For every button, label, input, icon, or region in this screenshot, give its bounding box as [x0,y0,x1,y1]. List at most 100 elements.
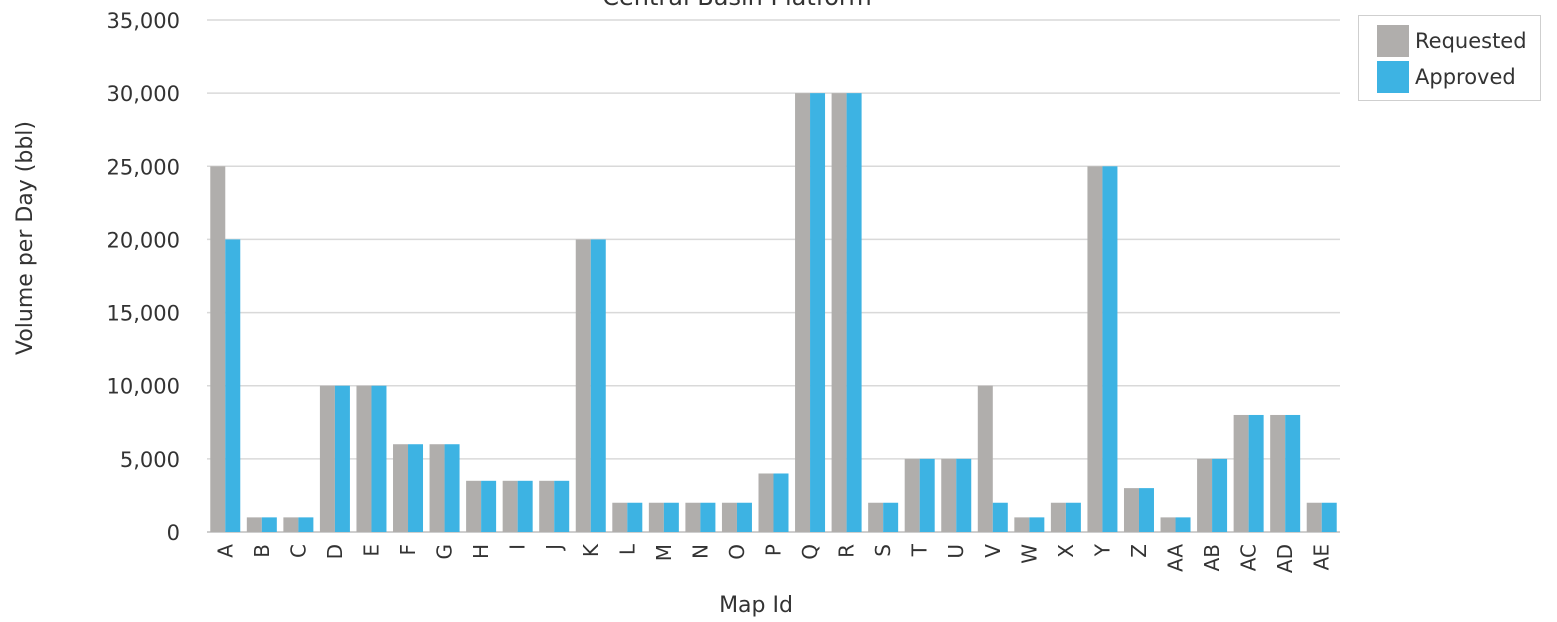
bar-approved-ab [1212,458,1228,532]
bar-approved-q [810,93,826,533]
bar-approved-p [773,473,789,532]
bar-requested-h [466,480,482,532]
bar-requested-m [648,502,664,532]
x-tick-label: G [433,544,457,560]
x-tick-label: W [1017,544,1041,564]
y-tick-label: 25,000 [107,155,180,179]
legend-item-approved: Approved [1377,59,1516,95]
x-tick-label: B [250,544,274,558]
legend-swatch-requested [1377,25,1409,57]
bar-approved-w [1029,517,1045,532]
bar-approved-n [700,502,716,532]
bar-approved-aa [1175,517,1191,532]
x-tick-label: F [396,544,420,556]
bar-requested-ab [1197,458,1213,532]
bar-requested-e [356,385,372,532]
bar-requested-s [868,502,884,532]
x-tick-label: AE [1310,544,1334,570]
bar-requested-k [575,239,591,532]
bar-approved-ad [1285,414,1301,532]
bar-approved-v [992,502,1008,532]
x-tick-label: U [944,544,968,559]
bar-requested-aa [1160,517,1176,532]
bar-approved-c [298,517,314,532]
y-tick-label: 0 [167,521,180,545]
x-tick-label: S [871,544,895,557]
bar-requested-ae [1306,502,1322,532]
bar-requested-y [1087,166,1103,533]
bar-approved-o [736,502,752,532]
bar-approved-e [371,385,387,532]
x-tick-label: Y [1090,543,1114,557]
legend-label-requested: Requested [1415,29,1527,53]
bar-requested-d [319,385,335,532]
bars [210,93,1337,533]
bar-approved-d [334,385,350,532]
legend: Requested Approved [1358,15,1541,101]
x-tick-label: C [286,544,310,558]
x-tick-label: D [323,544,347,559]
bar-approved-t [919,458,935,532]
y-tick-label: 35,000 [107,9,180,33]
bar-requested-w [1014,517,1030,532]
x-tick-label: AD [1273,544,1297,573]
y-tick-label: 30,000 [107,82,180,106]
bar-requested-f [393,444,409,532]
x-tick-label: A [213,544,237,558]
bar-approved-m [663,502,679,532]
x-tick-label: E [359,544,383,557]
y-axis-ticks: 0 5,000 10,000 15,000 20,000 25,000 30,000 35,0… [107,9,180,545]
x-tick-label: R [835,544,859,558]
bar-requested-l [612,502,628,532]
bar-requested-ac [1233,414,1249,532]
x-tick-label: T [908,543,932,557]
x-tick-label: N [688,544,712,559]
x-tick-label: I [506,544,530,550]
y-tick-label: 10,000 [107,375,180,399]
x-tick-label: H [469,544,493,559]
bar-approved-u [956,458,972,532]
bar-approved-z [1138,488,1154,532]
bar-requested-ad [1270,414,1286,532]
bar-approved-b [261,517,277,532]
bar-approved-ac [1248,414,1264,532]
x-tick-label: L [615,543,639,555]
chart-title: Central Basin Platform [602,0,871,11]
x-tick-label: Z [1127,544,1151,558]
x-tick-label: AA [1164,544,1188,572]
bar-requested-u [941,458,957,532]
bar-requested-a [210,166,226,533]
x-axis-label: Map Id [719,593,793,618]
y-tick-label: 5,000 [120,448,180,472]
bar-approved-l [627,502,643,532]
x-tick-label: AB [1200,544,1224,571]
bar-approved-k [590,239,606,532]
x-tick-label: X [1054,544,1078,558]
y-tick-label: 15,000 [107,302,180,326]
bar-requested-i [502,480,518,532]
bar-approved-a [225,239,241,532]
bar-requested-r [831,93,847,533]
bar-requested-t [904,458,920,532]
bar-requested-z [1123,488,1139,532]
x-tick-label: V [981,544,1005,558]
legend-label-approved: Approved [1415,65,1516,89]
x-tick-label: M [652,544,676,561]
x-axis-ticks: A B C D E F G H I J K L M N O P Q R S T U V W X Y Z AA AB AC AD AE [213,543,1333,573]
bar-approved-j [554,480,570,532]
bar-approved-h [481,480,497,532]
x-tick-label: K [579,543,603,557]
bar-requested-g [429,444,445,532]
x-tick-label: P [762,544,786,556]
x-tick-label: O [725,544,749,560]
legend-item-requested: Requested [1377,23,1527,59]
bar-approved-ae [1321,502,1337,532]
y-tick-label: 20,000 [107,228,180,252]
bar-approved-y [1102,166,1118,533]
x-tick-label: Q [798,544,822,560]
x-tick-label: J [542,544,566,552]
bar-approved-s [883,502,899,532]
bar-approved-g [444,444,460,532]
bar-requested-p [758,473,774,532]
